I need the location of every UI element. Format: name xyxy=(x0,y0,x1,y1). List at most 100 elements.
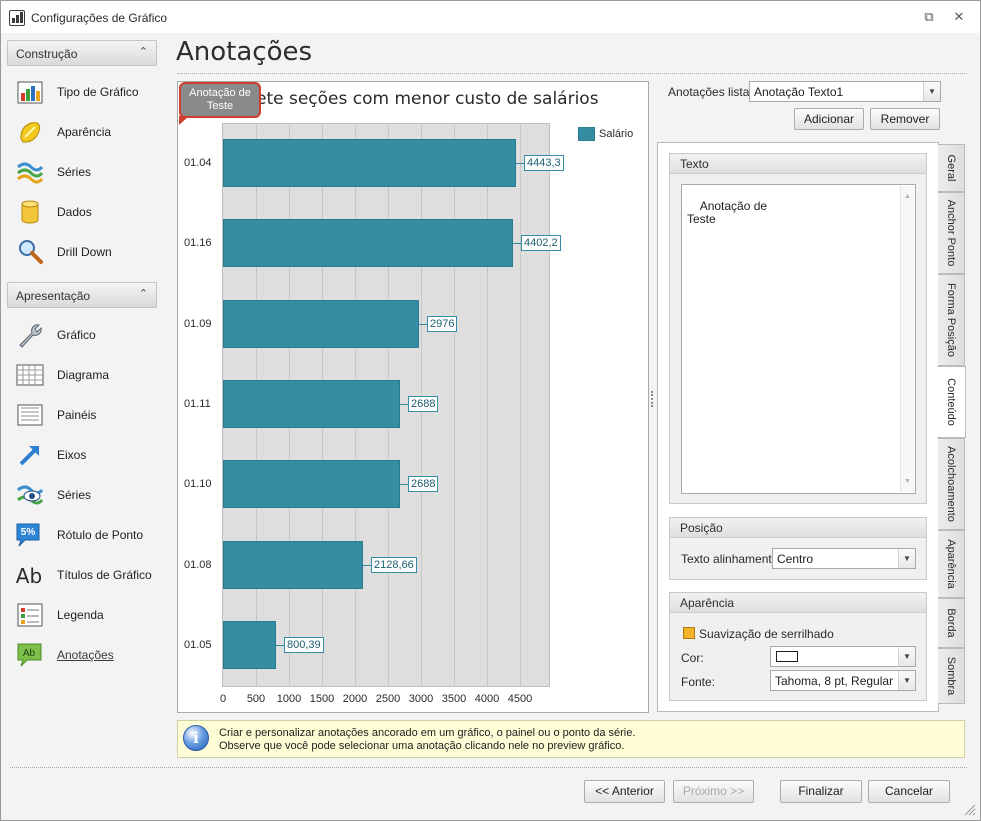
category-label: 01.16 xyxy=(184,237,212,249)
tab-borda[interactable]: Borda xyxy=(938,598,965,648)
bar[interactable] xyxy=(223,460,400,508)
finish-button[interactable]: Finalizar xyxy=(780,780,862,803)
chart-annotation[interactable]: Anotação de Teste xyxy=(179,82,261,118)
bar[interactable] xyxy=(223,541,363,589)
nav-item-legenda[interactable]: Legenda xyxy=(15,598,155,632)
group-apresentacao[interactable]: Apresentação ⌃ xyxy=(7,282,157,308)
chevron-down-icon[interactable]: ▼ xyxy=(923,82,940,101)
tab-forma-posicao[interactable]: Forma Posição xyxy=(938,274,965,366)
color-swatch xyxy=(776,651,798,662)
data-label[interactable]: 2688 xyxy=(408,476,439,492)
bar[interactable] xyxy=(223,621,276,669)
chevron-down-icon[interactable]: ▼ xyxy=(898,647,915,666)
wrench-icon xyxy=(19,324,42,348)
nav-item-label: Drill Down xyxy=(57,245,112,259)
data-label[interactable]: 4443,3 xyxy=(524,155,564,171)
nav-item-anotacoes[interactable]: Ab Anotações xyxy=(15,638,155,672)
bar[interactable] xyxy=(223,219,513,267)
restore-icon[interactable]: ⧉ xyxy=(924,9,934,24)
info-text-line1: Criar e personalizar anotações ancorado … xyxy=(219,727,636,739)
nav-item-label: Eixos xyxy=(57,448,87,462)
page-title: Anotações xyxy=(176,37,313,67)
nav-item-label: Legenda xyxy=(57,608,104,622)
window-title: Configurações de Gráfico xyxy=(31,11,168,25)
point-label-icon: 5% xyxy=(16,523,40,547)
chevron-down-icon[interactable]: ▼ xyxy=(898,549,915,568)
tab-label: Conteúdo xyxy=(945,378,957,426)
data-label[interactable]: 2128,66 xyxy=(371,557,417,573)
annotations-list-label: Anotações lista: xyxy=(668,85,753,99)
tab-sombra[interactable]: Sombra xyxy=(938,648,965,704)
antialias-label: Suavização de serrilhado xyxy=(699,627,834,641)
nav-item-label: Anotações xyxy=(57,648,114,662)
close-icon[interactable]: ✕ xyxy=(953,9,965,24)
font-label: Fonte: xyxy=(681,675,716,689)
gridline xyxy=(487,123,488,687)
nav-item-series-2[interactable]: Séries xyxy=(15,478,155,512)
memo-scrollbar[interactable]: ▲ ▼ xyxy=(900,186,914,492)
annotation-text-input[interactable]: Anotação de Teste ▲ ▼ xyxy=(681,184,916,494)
series-eye-icon xyxy=(17,485,44,505)
nav-item-grafico[interactable]: Gráfico xyxy=(15,318,155,352)
nav-item-dados[interactable]: Dados xyxy=(15,195,155,229)
font-combo[interactable]: Tahoma, 8 pt, Regular ▼ xyxy=(770,670,916,691)
bar[interactable] xyxy=(223,380,400,428)
label-connector xyxy=(419,324,427,325)
splitter-handle[interactable] xyxy=(651,391,654,407)
chevron-up-icon: ⌃ xyxy=(138,46,148,58)
scroll-up-icon[interactable]: ▲ xyxy=(904,193,911,200)
color-combo[interactable]: ▼ xyxy=(770,646,916,667)
label-connector xyxy=(400,484,408,485)
tab-acolchoamento[interactable]: Acolchoamento xyxy=(938,438,965,530)
nav-item-eixos[interactable]: Eixos xyxy=(15,438,155,472)
annotations-list-combo[interactable]: Anotação Texto1 ▼ xyxy=(749,81,941,102)
category-label: 01.04 xyxy=(184,157,212,169)
group-construcao[interactable]: Construção ⌃ xyxy=(7,40,157,66)
tab-label: Forma Posição xyxy=(945,283,957,357)
tab-label: Borda xyxy=(945,608,957,638)
x-tick-label: 2000 xyxy=(342,693,368,705)
chevron-up-icon: ⌃ xyxy=(138,288,148,300)
resize-grip-icon[interactable] xyxy=(963,803,977,817)
nav-item-tipo-de-grafico[interactable]: Tipo de Gráfico xyxy=(15,75,155,109)
gridline xyxy=(520,123,521,687)
bar[interactable] xyxy=(223,139,516,187)
nav-item-rotulo-de-ponto[interactable]: 5% Rótulo de Ponto xyxy=(15,518,155,552)
next-button[interactable]: Próximo >> xyxy=(673,780,754,803)
label-connector xyxy=(400,404,408,405)
data-label[interactable]: 4402,2 xyxy=(521,235,561,251)
chart-app-icon xyxy=(9,10,25,26)
back-button[interactable]: << Anterior xyxy=(584,780,665,803)
nav-item-titulos-de-grafico[interactable]: Ab Títulos de Gráfico xyxy=(15,558,155,592)
data-label[interactable]: 2976 xyxy=(427,316,458,332)
info-bar xyxy=(177,720,965,758)
antialias-checkbox[interactable] xyxy=(683,627,695,639)
tab-conteudo[interactable]: Conteúdo xyxy=(937,366,966,438)
nav-item-series[interactable]: Séries xyxy=(15,155,155,189)
add-button[interactable]: Adicionar xyxy=(794,108,864,130)
nav-item-label: Séries xyxy=(57,488,92,502)
category-label: 01.09 xyxy=(184,318,212,330)
cancel-button[interactable]: Cancelar xyxy=(868,780,950,803)
nav-item-paineis[interactable]: Painéis xyxy=(15,398,155,432)
nav-item-diagrama[interactable]: Diagrama xyxy=(15,358,155,392)
nav-item-drill-down[interactable]: Drill Down xyxy=(15,235,155,269)
tab-anchor-ponto[interactable]: Anchor Ponto xyxy=(938,192,965,274)
nav-item-aparencia[interactable]: Aparência xyxy=(15,115,155,149)
annotations-icon-text: Ab xyxy=(23,648,36,659)
data-label[interactable]: 2688 xyxy=(408,396,439,412)
x-tick-label: 500 xyxy=(246,693,266,705)
chevron-down-icon[interactable]: ▼ xyxy=(898,671,915,690)
tab-label: Sombra xyxy=(945,656,957,696)
remove-button[interactable]: Remover xyxy=(870,108,940,130)
text-align-combo[interactable]: Centro ▼ xyxy=(772,548,916,569)
bar[interactable] xyxy=(223,300,419,348)
tab-aparencia[interactable]: Aparência xyxy=(938,530,965,598)
x-tick-label: 3500 xyxy=(441,693,467,705)
point-label-icon-text: 5% xyxy=(21,527,36,538)
data-label[interactable]: 800,39 xyxy=(284,637,324,653)
scroll-down-icon[interactable]: ▼ xyxy=(904,478,911,485)
tab-geral[interactable]: Geral xyxy=(938,144,965,192)
group-apresentacao-label: Apresentação xyxy=(16,289,91,303)
text-align-value: Centro xyxy=(777,552,814,566)
